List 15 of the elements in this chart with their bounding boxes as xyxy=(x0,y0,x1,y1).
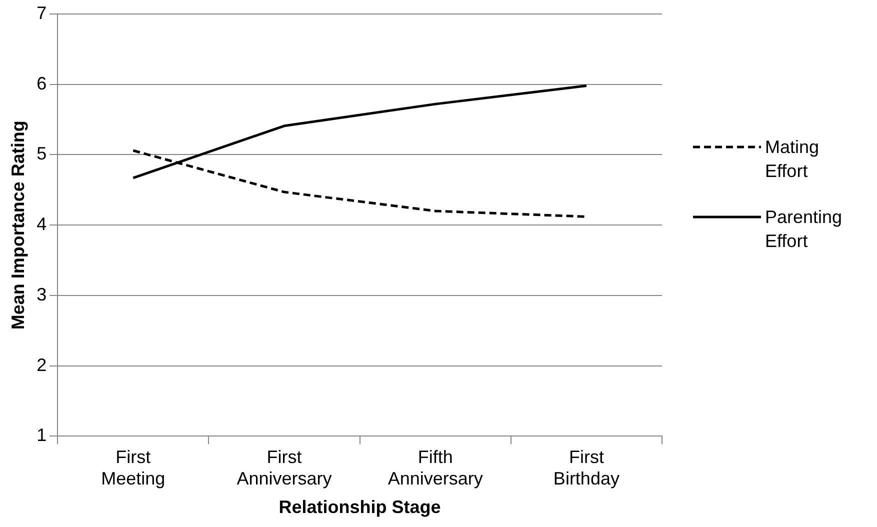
y-tick-label: 2 xyxy=(36,354,47,375)
legend-label: Mating Effort xyxy=(765,136,820,183)
y-tick-label: 7 xyxy=(36,2,47,23)
x-tick-label: First Birthday xyxy=(553,446,620,489)
y-tick-label: 3 xyxy=(36,284,47,304)
legend-label: Parenting Effort xyxy=(765,206,844,253)
y-tick-label: 6 xyxy=(36,73,47,94)
x-tick-label: First Anniversary xyxy=(236,446,332,489)
x-tick-label: Fifth Anniversary xyxy=(388,446,483,489)
y-tick-label: 5 xyxy=(36,144,47,164)
x-axis-title: Relationship Stage xyxy=(278,497,441,518)
x-tick-label: First Meeting xyxy=(101,446,166,489)
y-axis-title: Mean Importance Rating xyxy=(8,120,28,330)
y-tick-label: 1 xyxy=(36,425,47,446)
y-tick-label: 4 xyxy=(36,214,47,234)
